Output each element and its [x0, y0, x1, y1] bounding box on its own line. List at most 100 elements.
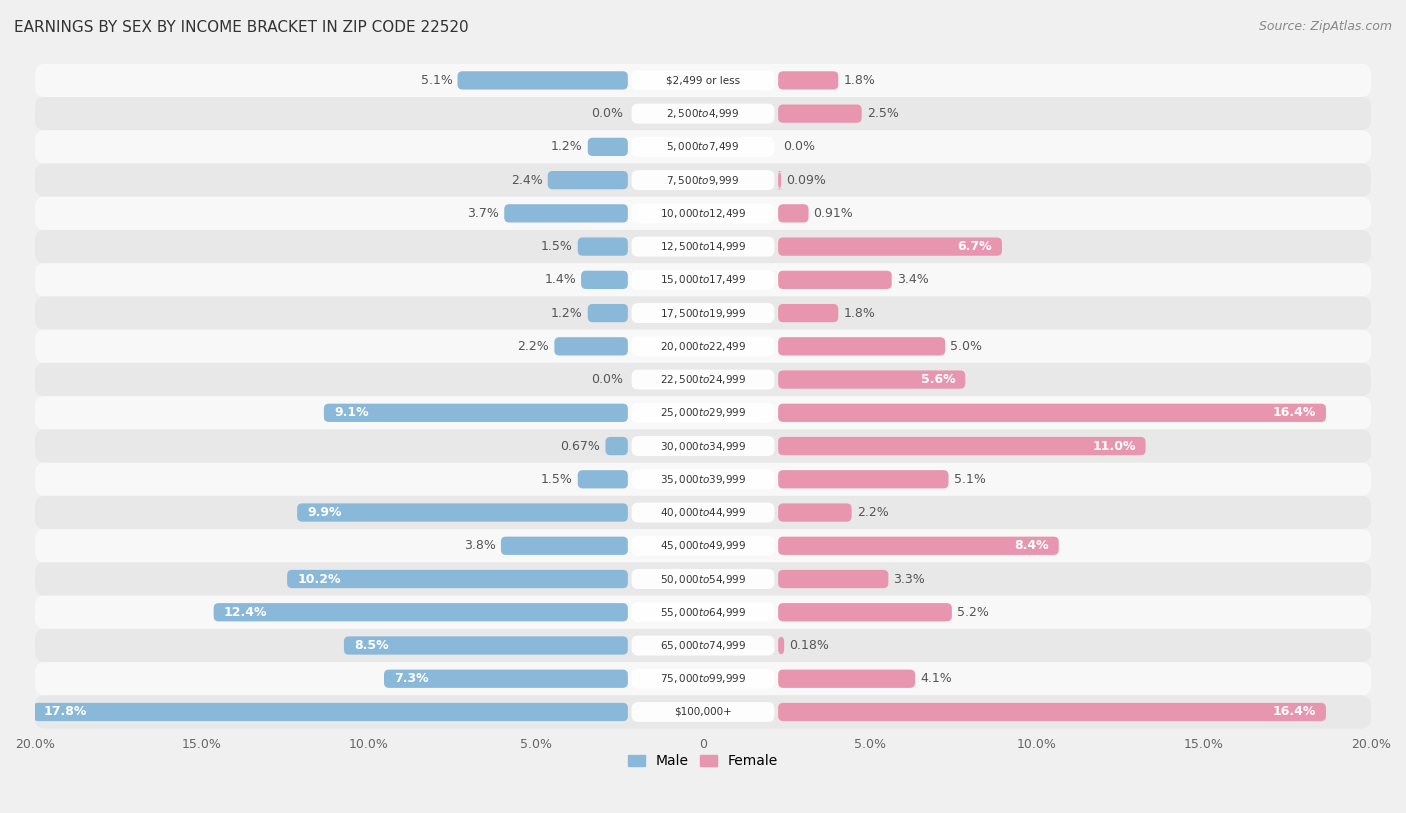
FancyBboxPatch shape: [35, 695, 1371, 728]
FancyBboxPatch shape: [35, 496, 1371, 529]
Text: $35,000 to $39,999: $35,000 to $39,999: [659, 473, 747, 486]
Text: 2.4%: 2.4%: [510, 174, 543, 187]
FancyBboxPatch shape: [588, 304, 628, 322]
FancyBboxPatch shape: [631, 104, 775, 124]
FancyBboxPatch shape: [778, 72, 838, 89]
FancyBboxPatch shape: [631, 636, 775, 655]
Legend: Male, Female: Male, Female: [628, 754, 778, 768]
FancyBboxPatch shape: [35, 463, 1371, 496]
Text: $45,000 to $49,999: $45,000 to $49,999: [659, 539, 747, 552]
FancyBboxPatch shape: [344, 637, 628, 654]
FancyBboxPatch shape: [35, 130, 1371, 163]
FancyBboxPatch shape: [778, 537, 1059, 555]
FancyBboxPatch shape: [35, 396, 1371, 429]
FancyBboxPatch shape: [776, 171, 783, 189]
FancyBboxPatch shape: [35, 230, 1371, 263]
FancyBboxPatch shape: [35, 63, 1371, 97]
Text: Source: ZipAtlas.com: Source: ZipAtlas.com: [1258, 20, 1392, 33]
Text: 8.4%: 8.4%: [1014, 539, 1049, 552]
FancyBboxPatch shape: [35, 429, 1371, 463]
FancyBboxPatch shape: [35, 363, 1371, 396]
Text: 0.67%: 0.67%: [561, 440, 600, 453]
FancyBboxPatch shape: [588, 137, 628, 156]
FancyBboxPatch shape: [778, 570, 889, 588]
Text: 1.4%: 1.4%: [544, 273, 576, 286]
FancyBboxPatch shape: [35, 263, 1371, 297]
Text: 10.2%: 10.2%: [297, 572, 340, 585]
FancyBboxPatch shape: [631, 702, 775, 722]
FancyBboxPatch shape: [35, 330, 1371, 363]
Text: 3.3%: 3.3%: [893, 572, 925, 585]
Text: $17,500 to $19,999: $17,500 to $19,999: [659, 307, 747, 320]
FancyBboxPatch shape: [35, 596, 1371, 629]
FancyBboxPatch shape: [631, 137, 775, 157]
Text: 2.5%: 2.5%: [866, 107, 898, 120]
FancyBboxPatch shape: [384, 670, 628, 688]
FancyBboxPatch shape: [778, 437, 1146, 455]
FancyBboxPatch shape: [778, 304, 838, 322]
Text: 0.0%: 0.0%: [591, 107, 623, 120]
FancyBboxPatch shape: [631, 170, 775, 190]
FancyBboxPatch shape: [323, 404, 628, 422]
FancyBboxPatch shape: [631, 402, 775, 423]
FancyBboxPatch shape: [631, 370, 775, 389]
Text: 0.0%: 0.0%: [591, 373, 623, 386]
FancyBboxPatch shape: [501, 537, 628, 555]
FancyBboxPatch shape: [778, 703, 1326, 721]
FancyBboxPatch shape: [35, 163, 1371, 197]
FancyBboxPatch shape: [631, 569, 775, 589]
FancyBboxPatch shape: [35, 297, 1371, 330]
FancyBboxPatch shape: [778, 670, 915, 688]
FancyBboxPatch shape: [631, 502, 775, 523]
Text: 16.4%: 16.4%: [1272, 406, 1316, 420]
FancyBboxPatch shape: [631, 337, 775, 356]
FancyBboxPatch shape: [778, 271, 891, 289]
Text: $20,000 to $22,499: $20,000 to $22,499: [659, 340, 747, 353]
Text: EARNINGS BY SEX BY INCOME BRACKET IN ZIP CODE 22520: EARNINGS BY SEX BY INCOME BRACKET IN ZIP…: [14, 20, 468, 35]
Text: $75,000 to $99,999: $75,000 to $99,999: [659, 672, 747, 685]
Text: $15,000 to $17,499: $15,000 to $17,499: [659, 273, 747, 286]
Text: $2,500 to $4,999: $2,500 to $4,999: [666, 107, 740, 120]
FancyBboxPatch shape: [578, 237, 628, 256]
Text: 3.4%: 3.4%: [897, 273, 928, 286]
Text: 1.2%: 1.2%: [551, 307, 582, 320]
FancyBboxPatch shape: [548, 171, 628, 189]
Text: 0.91%: 0.91%: [814, 207, 853, 220]
Text: $12,500 to $14,999: $12,500 to $14,999: [659, 240, 747, 253]
Text: 4.1%: 4.1%: [920, 672, 952, 685]
Text: 11.0%: 11.0%: [1092, 440, 1136, 453]
Text: $7,500 to $9,999: $7,500 to $9,999: [666, 174, 740, 187]
FancyBboxPatch shape: [35, 662, 1371, 695]
Text: 1.8%: 1.8%: [844, 74, 875, 87]
FancyBboxPatch shape: [35, 97, 1371, 130]
Text: 1.8%: 1.8%: [844, 307, 875, 320]
Text: 5.0%: 5.0%: [950, 340, 983, 353]
FancyBboxPatch shape: [35, 563, 1371, 596]
FancyBboxPatch shape: [778, 204, 808, 223]
Text: $100,000+: $100,000+: [673, 707, 733, 717]
Text: 5.2%: 5.2%: [957, 606, 988, 619]
Text: 17.8%: 17.8%: [44, 706, 87, 719]
Text: 12.4%: 12.4%: [224, 606, 267, 619]
Text: 8.5%: 8.5%: [354, 639, 388, 652]
Text: $30,000 to $34,999: $30,000 to $34,999: [659, 440, 747, 453]
Text: 9.9%: 9.9%: [307, 506, 342, 519]
FancyBboxPatch shape: [631, 237, 775, 257]
Text: $40,000 to $44,999: $40,000 to $44,999: [659, 506, 747, 519]
FancyBboxPatch shape: [631, 669, 775, 689]
FancyBboxPatch shape: [35, 629, 1371, 662]
Text: $22,500 to $24,999: $22,500 to $24,999: [659, 373, 747, 386]
FancyBboxPatch shape: [778, 337, 945, 355]
Text: 6.7%: 6.7%: [957, 240, 993, 253]
Text: 2.2%: 2.2%: [517, 340, 550, 353]
FancyBboxPatch shape: [457, 72, 628, 89]
Text: 5.1%: 5.1%: [953, 473, 986, 486]
FancyBboxPatch shape: [631, 270, 775, 289]
FancyBboxPatch shape: [631, 469, 775, 489]
Text: 0.09%: 0.09%: [786, 174, 827, 187]
FancyBboxPatch shape: [554, 337, 628, 355]
Text: $50,000 to $54,999: $50,000 to $54,999: [659, 572, 747, 585]
FancyBboxPatch shape: [631, 602, 775, 622]
Text: $25,000 to $29,999: $25,000 to $29,999: [659, 406, 747, 420]
FancyBboxPatch shape: [778, 404, 1326, 422]
